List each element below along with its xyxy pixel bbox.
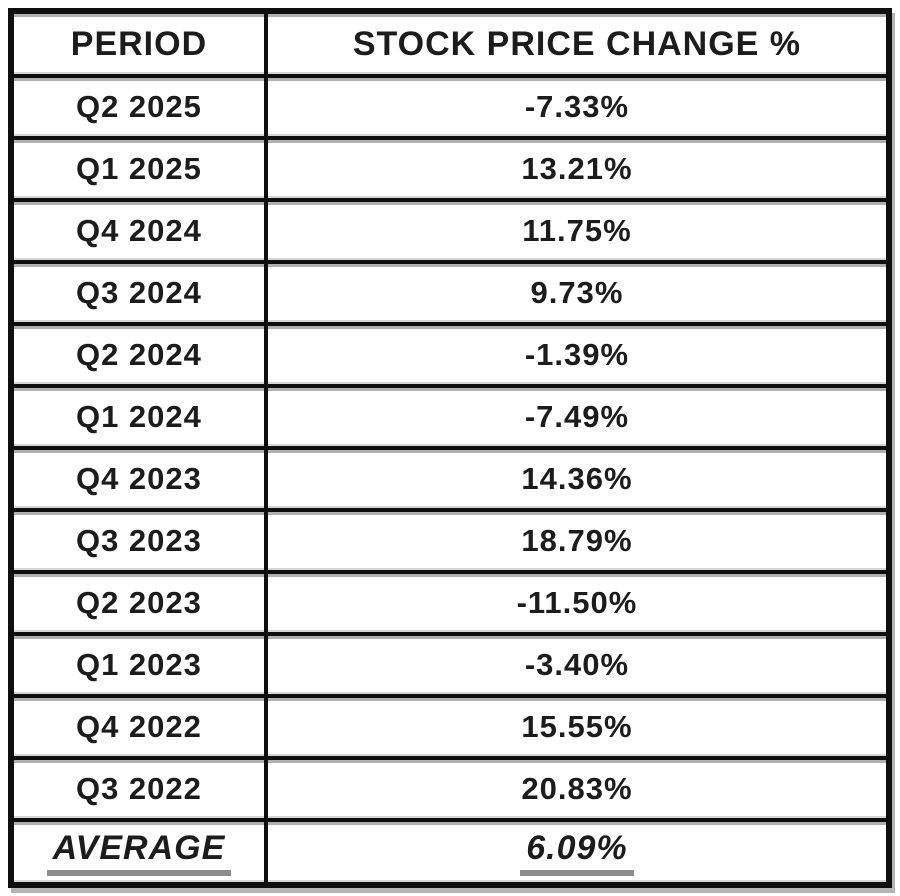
- period-cell: Q2 2025: [9, 74, 268, 140]
- table-row: Q3 2024 9.73%: [9, 260, 892, 326]
- column-header-change: STOCK PRICE CHANGE %: [263, 9, 892, 78]
- average-value: 6.09%: [263, 818, 892, 887]
- table-row: Q3 2022 20.83%: [9, 756, 892, 822]
- period-cell: Q1 2023: [9, 632, 268, 698]
- average-row: AVERAGE 6.09%: [9, 818, 892, 887]
- period-cell: Q1 2024: [9, 384, 268, 450]
- period-cell: Q4 2022: [9, 694, 268, 760]
- change-cell: 15.55%: [263, 694, 892, 760]
- change-cell: 14.36%: [263, 446, 892, 512]
- change-cell: -7.49%: [263, 384, 892, 450]
- change-cell: 20.83%: [263, 756, 892, 822]
- average-label-text: AVERAGE: [46, 829, 232, 876]
- table-row: Q2 2025 -7.33%: [9, 74, 892, 140]
- table-row: Q2 2024 -1.39%: [9, 322, 892, 388]
- period-cell: Q2 2024: [9, 322, 268, 388]
- change-cell: 13.21%: [263, 136, 892, 202]
- change-cell: 11.75%: [263, 198, 892, 264]
- change-cell: -7.33%: [263, 74, 892, 140]
- period-cell: Q3 2022: [9, 756, 268, 822]
- table-row: Q4 2023 14.36%: [9, 446, 892, 512]
- average-label: AVERAGE: [9, 818, 268, 887]
- table-row: Q4 2022 15.55%: [9, 694, 892, 760]
- period-cell: Q4 2023: [9, 446, 268, 512]
- table-row: Q1 2025 13.21%: [9, 136, 892, 202]
- period-cell: Q4 2024: [9, 198, 268, 264]
- column-header-period: PERIOD: [9, 9, 268, 78]
- change-cell: 9.73%: [263, 260, 892, 326]
- change-cell: -3.40%: [263, 632, 892, 698]
- period-cell: Q1 2025: [9, 136, 268, 202]
- period-cell: Q3 2023: [9, 508, 268, 574]
- table-row: Q4 2024 11.75%: [9, 198, 892, 264]
- stock-price-change-table: PERIOD STOCK PRICE CHANGE % Q2 2025 -7.33…: [8, 8, 892, 888]
- period-cell: Q3 2024: [9, 260, 268, 326]
- table-row: Q2 2023 -11.50%: [9, 570, 892, 636]
- table-row: Q3 2023 18.79%: [9, 508, 892, 574]
- average-value-text: 6.09%: [520, 829, 634, 876]
- table-row: Q1 2023 -3.40%: [9, 632, 892, 698]
- period-cell: Q2 2023: [9, 570, 268, 636]
- change-cell: -11.50%: [263, 570, 892, 636]
- header-row: PERIOD STOCK PRICE CHANGE %: [9, 9, 892, 78]
- change-cell: -1.39%: [263, 322, 892, 388]
- table-row: Q1 2024 -7.49%: [9, 384, 892, 450]
- change-cell: 18.79%: [263, 508, 892, 574]
